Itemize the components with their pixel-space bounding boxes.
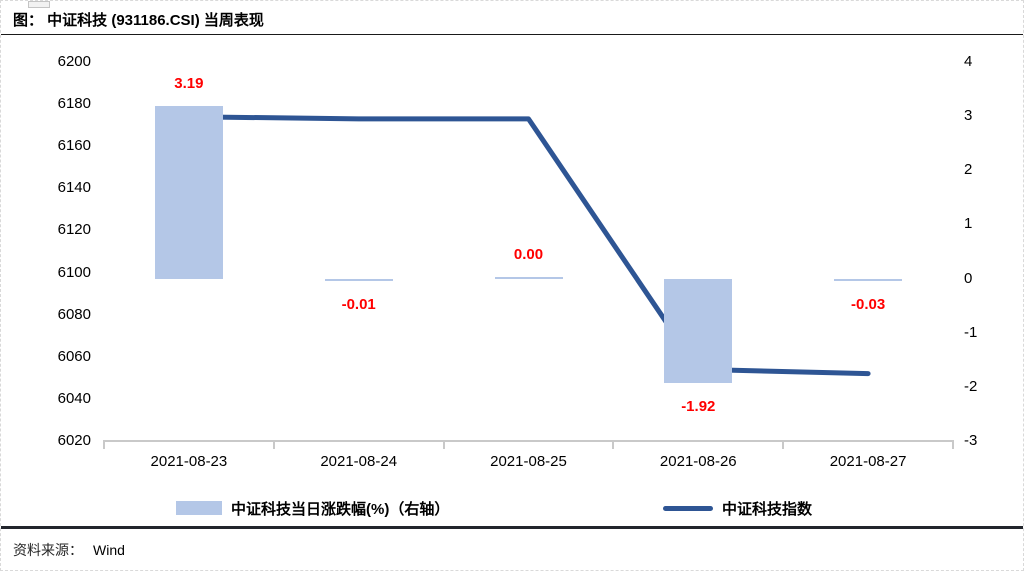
screen-crop-artifact [28,1,50,8]
footer-divider [1,526,1023,529]
bar-data-label: -1.92 [681,397,716,415]
left-axis-tick-label: 6120 [57,221,91,239]
left-axis-tick-label: 6180 [57,95,91,113]
right-axis-tick-label: 4 [964,53,973,70]
right-axis-tick-label: -2 [964,377,978,395]
left-axis-tick-label: 6200 [57,53,91,70]
x-axis-tick [782,440,785,449]
left-axis-tick-label: 6140 [57,179,91,197]
legend-bar-label: 中证科技当日涨跌幅(%)（右轴） [231,500,450,518]
bar-2021-08-27 [834,278,903,281]
bar-2021-08-24 [324,278,393,281]
line-series-swatch-icon [663,505,713,511]
legend-item-line-series: 中证科技指数 [663,498,812,518]
x-axis-tick [272,440,275,449]
right-axis-tick-label: 3 [964,107,973,125]
bar-2021-08-23 [154,105,223,279]
left-axis-tick-label: 6100 [57,263,91,281]
left-axis-tick-label: 6160 [57,137,91,155]
x-axis-tick [952,440,954,449]
bar-data-label: 3.19 [174,74,204,92]
bar-data-label: -0.01 [341,295,376,313]
x-axis-tick [612,440,615,449]
data-source-label: 资料来源： [13,542,83,558]
bar-2021-08-26 [664,278,733,383]
bar-2021-08-25 [494,276,563,279]
x-axis-category-label: 2021-08-25 [490,453,567,470]
legend-line-label: 中证科技指数 [722,500,813,518]
title-divider [1,34,1023,35]
x-axis-tick [103,440,105,449]
x-axis-tick [442,440,445,449]
x-axis-category-label: 2021-08-27 [829,453,907,470]
right-axis-tick-label: -3 [964,432,978,449]
x-axis-line [104,440,953,442]
data-source: 资料来源： Wind [13,540,125,560]
right-axis-tick-label: 1 [964,215,973,233]
right-axis-tick-label: 0 [964,269,973,287]
left-axis-tick-label: 6020 [57,432,91,449]
left-axis-tick-label: 6080 [57,305,91,323]
bar-data-label: 0.00 [513,245,544,263]
left-axis-tick-label: 6060 [57,347,91,365]
x-axis-category-label: 2021-08-26 [659,453,737,470]
chart-title: 图： 中证科技 (931186.CSI) 当周表现 [13,12,264,29]
legend-item-bar-series: 中证科技当日涨跌幅(%)（右轴） [176,498,449,518]
x-axis-category-label: 2021-08-23 [150,453,228,470]
x-axis-category-label: 2021-08-24 [320,453,398,470]
data-source-value: Wind [93,542,125,558]
right-axis-tick-label: -1 [964,323,978,341]
right-axis-tick-label: 2 [964,161,973,179]
bar-data-label: -0.03 [850,295,886,313]
left-axis-tick-label: 6040 [57,389,91,407]
bar-series-swatch-icon [176,501,222,515]
